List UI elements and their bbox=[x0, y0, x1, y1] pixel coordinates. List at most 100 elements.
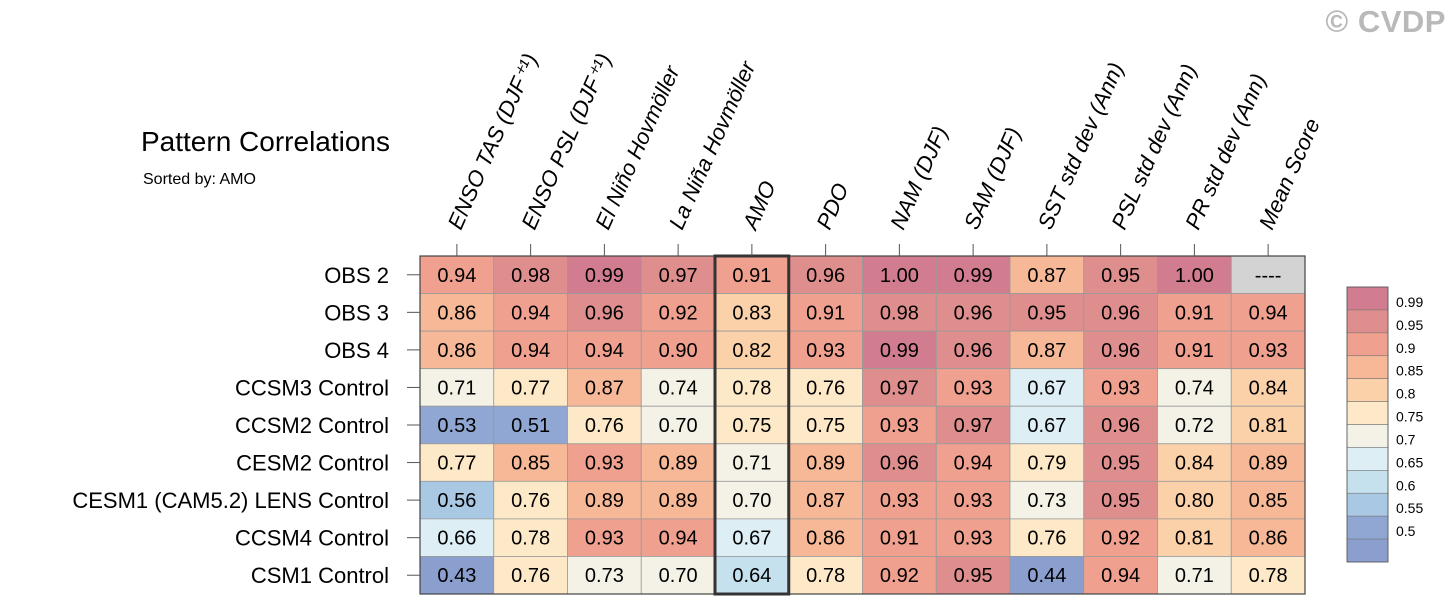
cell-value: 0.96 bbox=[954, 302, 993, 324]
column-label: PR std dev (Ann) bbox=[1180, 70, 1271, 233]
heatmap-cell bbox=[1157, 293, 1232, 332]
cell-value: 0.87 bbox=[1027, 265, 1066, 287]
heatmap-cell bbox=[1230, 255, 1306, 294]
row-label: CCSM3 Control bbox=[235, 375, 389, 400]
heatmap-cell bbox=[1009, 443, 1085, 482]
heatmap-cell bbox=[788, 293, 863, 332]
heatmap-cell bbox=[1157, 480, 1232, 520]
heatmap-cell bbox=[1009, 293, 1085, 332]
cell-value: 0.94 bbox=[1249, 302, 1288, 324]
cell-value: 0.95 bbox=[1027, 302, 1066, 324]
colorbar-border bbox=[1346, 286, 1389, 563]
cell-value: 0.87 bbox=[806, 490, 845, 512]
heatmap-cell bbox=[935, 255, 1011, 294]
cell-value: 0.95 bbox=[954, 565, 993, 587]
colorbar-segment bbox=[1346, 492, 1389, 517]
heatmap-cell bbox=[1083, 405, 1158, 445]
cell-value: 0.94 bbox=[511, 302, 550, 324]
row-label: OBS 4 bbox=[324, 338, 389, 363]
cell-value: 0.75 bbox=[732, 415, 771, 437]
heatmap-cell bbox=[1083, 518, 1158, 557]
cell-value: 0.94 bbox=[659, 528, 698, 550]
colorbar-label: 0.55 bbox=[1396, 500, 1423, 516]
heatmap-cell bbox=[935, 443, 1011, 482]
cell-value: 0.70 bbox=[659, 565, 698, 587]
colorbar-label: 0.65 bbox=[1396, 454, 1423, 470]
cell-value: 0.89 bbox=[806, 453, 845, 475]
colorbar-label: 0.6 bbox=[1396, 477, 1416, 493]
cell-value: 0.76 bbox=[511, 490, 550, 512]
heatmap-cell bbox=[493, 255, 568, 294]
cell-value: 0.86 bbox=[437, 340, 476, 362]
colorbar-segment bbox=[1346, 424, 1389, 448]
colorbar-segment bbox=[1346, 447, 1389, 471]
cell-value: 0.93 bbox=[880, 490, 919, 512]
column-label: SAM (DJF) bbox=[959, 124, 1026, 234]
cell-value: 0.72 bbox=[1175, 415, 1214, 437]
heatmap-cell bbox=[935, 518, 1011, 557]
cell-value: 0.76 bbox=[806, 377, 845, 399]
cell-value: 0.80 bbox=[1175, 490, 1214, 512]
cell-value: 0.89 bbox=[1249, 453, 1288, 475]
cell-value: 0.98 bbox=[511, 265, 550, 287]
cell-value: 0.77 bbox=[511, 377, 550, 399]
cell-value: 0.85 bbox=[511, 453, 550, 475]
heatmap-cell bbox=[640, 330, 716, 370]
cell-value: 0.71 bbox=[732, 453, 771, 475]
cell-value: 0.67 bbox=[732, 528, 771, 550]
heatmap-cell bbox=[640, 443, 716, 482]
heatmap-cell bbox=[788, 330, 863, 370]
cell-value: 0.93 bbox=[1101, 377, 1140, 399]
cell-value: 0.94 bbox=[585, 340, 624, 362]
cell-value: 0.86 bbox=[806, 528, 845, 550]
cell-value: 0.95 bbox=[1101, 453, 1140, 475]
heatmap-cell bbox=[1157, 405, 1232, 445]
cell-value: 0.82 bbox=[732, 340, 771, 362]
cell-value: 0.86 bbox=[437, 302, 476, 324]
colorbar-segment bbox=[1346, 538, 1389, 563]
cell-value: 0.44 bbox=[1027, 565, 1066, 587]
colorbar-segment bbox=[1346, 355, 1389, 379]
colorbar-segment bbox=[1346, 470, 1389, 494]
cell-value: 0.76 bbox=[511, 565, 550, 587]
heatmap-cell bbox=[1157, 518, 1232, 557]
cell-value: 0.96 bbox=[1101, 302, 1140, 324]
heatmap-cell bbox=[788, 443, 863, 482]
cell-value: 0.64 bbox=[732, 565, 771, 587]
heatmap-cell bbox=[788, 480, 863, 520]
cell-value: 0.70 bbox=[659, 415, 698, 437]
cell-value: 0.93 bbox=[806, 340, 845, 362]
cell-value: 0.93 bbox=[880, 415, 919, 437]
column-label: Mean Score bbox=[1254, 114, 1325, 233]
cell-value: 0.94 bbox=[511, 340, 550, 362]
cell-value: 0.93 bbox=[954, 377, 993, 399]
cell-value: 0.90 bbox=[659, 340, 698, 362]
cell-value: 0.92 bbox=[1101, 528, 1140, 550]
cell-value: 0.51 bbox=[511, 415, 550, 437]
cell-value: 0.76 bbox=[585, 415, 624, 437]
chart-title: Pattern Correlations bbox=[141, 126, 391, 157]
cell-value: 0.99 bbox=[585, 265, 624, 287]
cell-value: 0.91 bbox=[732, 265, 771, 287]
heatmap-cell bbox=[567, 368, 642, 407]
cell-value: 0.91 bbox=[880, 528, 919, 550]
colorbar-label: 0.5 bbox=[1396, 523, 1416, 539]
colorbar-segment bbox=[1346, 515, 1389, 540]
cell-value: 0.81 bbox=[1249, 415, 1288, 437]
colorbar-segment bbox=[1346, 286, 1389, 311]
row-label: CESM2 Control bbox=[236, 451, 389, 476]
cell-value: 0.56 bbox=[437, 490, 476, 512]
heatmap-cell bbox=[419, 443, 495, 482]
cell-value: 0.73 bbox=[1027, 490, 1066, 512]
heatmap-cell bbox=[1083, 330, 1158, 370]
cell-value: 0.86 bbox=[1249, 528, 1288, 550]
heatmap-cell bbox=[1230, 330, 1306, 370]
cell-value: 0.78 bbox=[732, 377, 771, 399]
cell-value: 0.97 bbox=[954, 415, 993, 437]
cell-value: 0.76 bbox=[1027, 528, 1066, 550]
heatmap-cell bbox=[1157, 368, 1232, 407]
heatmap-cell bbox=[1009, 330, 1085, 370]
heatmap-cell bbox=[1157, 255, 1232, 294]
cell-value: 0.91 bbox=[1175, 302, 1214, 324]
colorbar-label: 0.95 bbox=[1396, 317, 1423, 333]
